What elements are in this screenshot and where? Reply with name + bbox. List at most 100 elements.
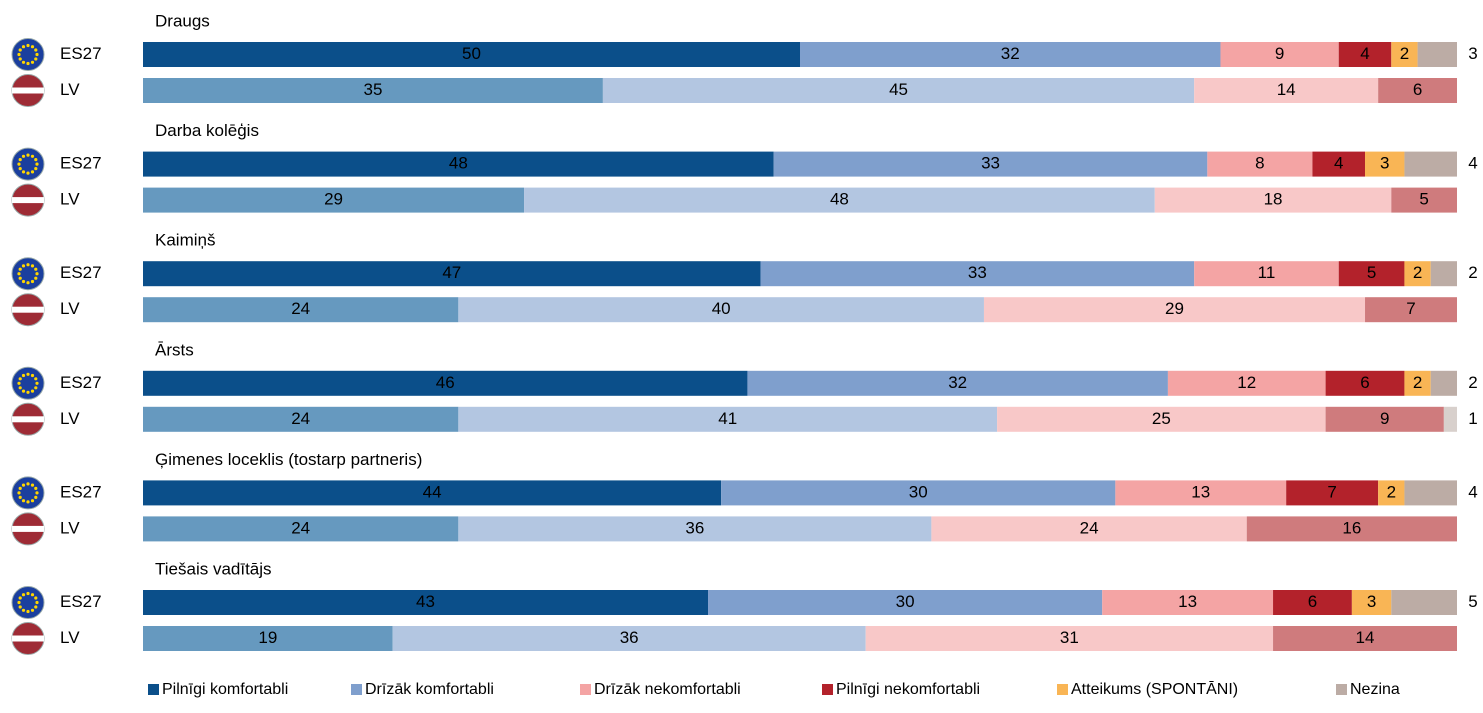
row-label: ES27 <box>60 482 102 501</box>
flag-star <box>17 381 21 385</box>
flag-stripe <box>12 416 44 423</box>
eu-flag <box>11 38 45 71</box>
bar-segment <box>143 261 761 287</box>
bar-segment <box>458 516 932 542</box>
flag-star <box>18 276 22 280</box>
lv-flag <box>11 402 45 436</box>
bar-segment <box>143 626 393 651</box>
value-label: 5 <box>1468 592 1477 611</box>
value-label: 48 <box>830 190 849 209</box>
flag-star <box>18 495 22 499</box>
eu-flag <box>11 366 45 400</box>
value-label: 30 <box>909 482 928 501</box>
value-label: 14 <box>1277 80 1296 99</box>
bar-segment <box>1417 42 1457 67</box>
value-label: 14 <box>1356 628 1375 647</box>
flag-star <box>26 281 30 285</box>
flag-star <box>17 272 21 276</box>
flag-star <box>34 276 38 280</box>
value-label: 24 <box>1080 518 1099 537</box>
value-label: 2 <box>1413 263 1422 282</box>
value-label: 47 <box>442 263 461 282</box>
value-label: 32 <box>1001 44 1020 63</box>
legend-swatch <box>1336 684 1347 695</box>
row-label: LV <box>60 628 80 647</box>
value-label: 6 <box>1308 592 1317 611</box>
bar-segment <box>143 370 748 396</box>
bar-segment <box>1102 590 1274 615</box>
flag-disc <box>11 366 45 400</box>
flag-star <box>18 605 22 609</box>
bar-segment <box>1167 370 1326 396</box>
bar-segment <box>773 151 1208 177</box>
bar-segment <box>931 516 1247 542</box>
bar-segment <box>524 187 1155 213</box>
bar-segment <box>708 590 1103 615</box>
flag-disc <box>11 586 45 619</box>
bar-segment <box>1443 406 1457 432</box>
flag-star <box>34 377 38 381</box>
bar-segment <box>1246 516 1457 542</box>
bar-segment <box>1365 151 1405 177</box>
flag-star <box>35 381 39 385</box>
flag-disc <box>11 38 45 71</box>
flag-star <box>35 162 39 166</box>
flag-star <box>21 593 26 597</box>
value-label: 9 <box>1380 409 1389 428</box>
bar-segment <box>1115 480 1287 506</box>
group-label: Draugs <box>155 11 210 30</box>
value-label: 9 <box>1275 44 1284 63</box>
flag-star <box>26 171 30 175</box>
flag-star <box>17 600 21 605</box>
flag-star <box>30 170 35 174</box>
value-label: 4 <box>1468 482 1477 501</box>
value-label: 45 <box>889 80 908 99</box>
flag-star <box>34 158 38 162</box>
flag-star <box>21 483 26 487</box>
flag-star <box>21 154 26 158</box>
bar-segment <box>760 261 1195 287</box>
flag-star <box>34 386 38 390</box>
eu-flag <box>11 476 45 510</box>
legend-label: Drīzāk nekomfortabli <box>594 681 741 698</box>
value-label: 44 <box>423 482 442 501</box>
value-label: 46 <box>436 373 455 392</box>
flag-star <box>26 263 30 267</box>
row-label: ES27 <box>60 592 102 611</box>
flag-star <box>26 609 30 614</box>
bar-segment <box>143 78 603 103</box>
bar-segment <box>997 406 1326 432</box>
bar-segment <box>143 151 774 177</box>
flag-star <box>18 57 22 61</box>
flag-disc <box>11 147 45 181</box>
value-label: 43 <box>416 592 435 611</box>
value-label: 5 <box>1419 190 1428 209</box>
value-label: 2 <box>1468 373 1477 392</box>
value-label: 31 <box>1060 628 1079 647</box>
row-label: ES27 <box>60 154 102 173</box>
flag-star <box>35 600 39 605</box>
flag-star <box>26 61 30 66</box>
flag-star <box>26 43 30 48</box>
value-label: 5 <box>1367 263 1376 282</box>
bar-segment <box>747 370 1168 396</box>
value-label: 1 <box>1468 409 1477 428</box>
group-label: Ārsts <box>155 340 194 359</box>
legend-label: Pilnīgi nekomfortabli <box>836 681 980 698</box>
bar-segment <box>1378 480 1405 506</box>
flag-star <box>34 167 38 171</box>
flag-star <box>18 48 22 52</box>
value-label: 35 <box>363 80 382 99</box>
value-label: 24 <box>291 409 310 428</box>
flag-star <box>17 491 21 495</box>
bar-segment <box>143 516 459 542</box>
bar-segment <box>983 297 1366 323</box>
bar-segment <box>1404 480 1457 506</box>
bar-segment <box>1391 42 1418 67</box>
flag-star <box>21 45 26 49</box>
flag-star <box>17 162 21 166</box>
flag-star <box>21 373 26 378</box>
value-label: 48 <box>449 154 468 173</box>
flag-star <box>21 60 26 64</box>
